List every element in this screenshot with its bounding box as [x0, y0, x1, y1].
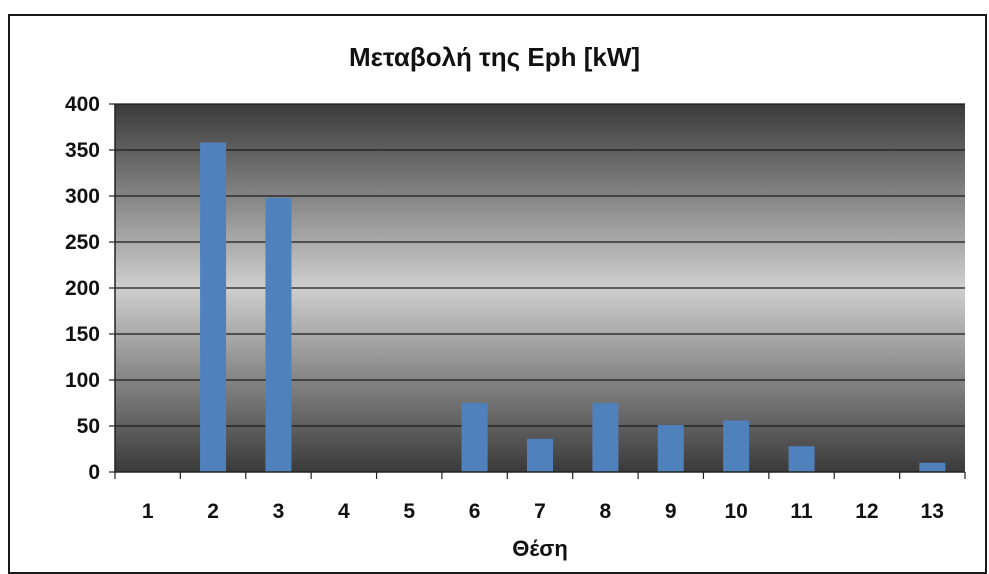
- x-tick-label: 5: [403, 500, 415, 523]
- bar-13: [919, 462, 946, 472]
- x-tick-label: 1: [142, 500, 154, 523]
- bar-2: [200, 142, 227, 472]
- x-tick-label: 2: [207, 500, 219, 523]
- bar-11: [788, 446, 815, 472]
- chart-title: Μεταβολή της Eph [kW]: [348, 42, 641, 72]
- x-tick-label: 6: [469, 500, 481, 523]
- bar-9: [657, 425, 684, 472]
- bar-10: [723, 420, 750, 472]
- x-tick-label: 11: [790, 500, 813, 523]
- bar-3: [265, 197, 292, 472]
- x-tick-label: 7: [534, 500, 546, 523]
- x-axis-title: Θέση: [512, 536, 568, 561]
- bar-7: [527, 438, 553, 472]
- y-tick-label: 300: [65, 185, 100, 208]
- bar-8: [592, 403, 619, 472]
- x-tick-label: 13: [921, 500, 944, 523]
- x-tick-label: 3: [273, 500, 285, 523]
- y-tick-label: 350: [65, 139, 100, 162]
- y-tick-label: 400: [65, 93, 100, 116]
- x-tick-label: 8: [600, 500, 612, 523]
- y-tick-label: 50: [77, 415, 100, 438]
- y-tick-label: 200: [65, 277, 100, 300]
- x-tick-label: 4: [338, 500, 350, 523]
- y-tick-label: 250: [65, 231, 100, 254]
- bar-6: [461, 403, 488, 472]
- x-tick-label: 10: [724, 500, 747, 523]
- y-tick-label: 150: [65, 323, 100, 346]
- x-tick-label: 9: [665, 500, 677, 523]
- x-tick-label: 12: [855, 500, 878, 523]
- y-tick-label: 0: [88, 461, 100, 484]
- y-tick-label: 100: [65, 369, 100, 392]
